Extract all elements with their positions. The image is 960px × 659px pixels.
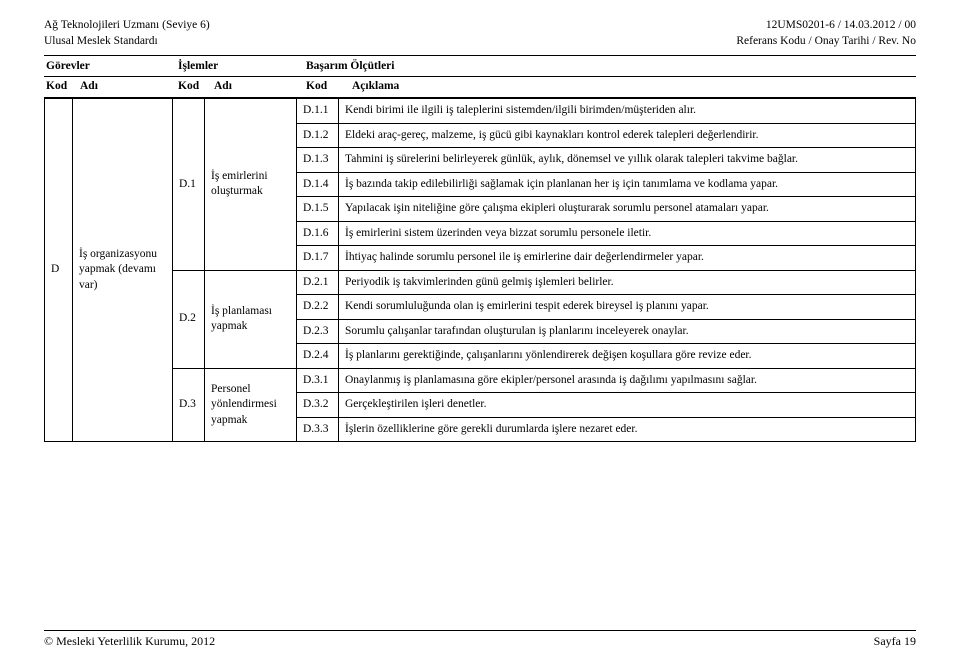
row-aciklama: Sorumlu çalışanlar tarafından oluşturula…	[339, 319, 916, 344]
col-basarim: Başarım Ölçütleri	[304, 56, 916, 77]
header-right: 12UMS0201-6 / 14.03.2012 / 00 Referans K…	[736, 18, 916, 49]
row-aciklama: İşlerin özelliklerine göre gerekli durum…	[339, 417, 916, 442]
footer-left: © Mesleki Yeterlilik Kurumu, 2012	[44, 634, 215, 649]
col-islemler: İşlemler	[176, 56, 304, 77]
table-row: D İş organizasyonu yapmak (devamı var) D…	[45, 99, 916, 124]
islem-kod: D.3	[173, 368, 205, 442]
row-aciklama: Kendi sorumluluğunda olan iş emirlerini …	[339, 295, 916, 320]
row-kod: D.2.4	[297, 344, 339, 369]
row-kod: D.3.1	[297, 368, 339, 393]
sub-aciklama: Açıklama	[350, 77, 916, 98]
sub-header: Kod Adı Kod Adı Kod Açıklama	[44, 77, 916, 98]
row-kod: D.3.3	[297, 417, 339, 442]
sub-kod-1: Kod	[44, 77, 78, 98]
header-left: Ağ Teknolojileri Uzmanı (Seviye 6) Ulusa…	[44, 18, 210, 49]
header-left-line2: Ulusal Meslek Standardı	[44, 35, 158, 47]
sub-kod-3: Kod	[304, 77, 350, 98]
row-aciklama: Tahmini iş sürelerini belirleyerek günlü…	[339, 148, 916, 173]
row-aciklama: İş bazında takip edilebilirliği sağlamak…	[339, 172, 916, 197]
row-kod: D.1.7	[297, 246, 339, 271]
islem-adi: Personel yönlendirmesi yapmak	[205, 368, 297, 442]
table-row: D.2 İş planlaması yapmak D.2.1 Periyodik…	[45, 270, 916, 295]
footer-right: Sayfa 19	[874, 634, 916, 649]
row-kod: D.2.3	[297, 319, 339, 344]
col-gorevler: Görevler	[44, 56, 176, 77]
islem-adi: İş emirlerini oluşturmak	[205, 99, 297, 271]
row-aciklama: Yapılacak işin niteliğine göre çalışma e…	[339, 197, 916, 222]
page: Ağ Teknolojileri Uzmanı (Seviye 6) Ulusa…	[0, 0, 960, 442]
section-header: Görevler İşlemler Başarım Ölçütleri	[44, 55, 916, 77]
row-kod: D.1.2	[297, 123, 339, 148]
sub-adi-1: Adı	[78, 77, 176, 98]
gorev-adi: İş organizasyonu yapmak (devamı var)	[73, 99, 173, 442]
row-aciklama: Onaylanmış iş planlamasına göre ekipler/…	[339, 368, 916, 393]
row-kod: D.1.1	[297, 99, 339, 124]
sub-adi-2: Adı	[212, 77, 304, 98]
row-kod: D.1.4	[297, 172, 339, 197]
row-aciklama: Periyodik iş takvimlerinden günü gelmiş …	[339, 270, 916, 295]
row-aciklama: İhtiyaç halinde sorumlu personel ile iş …	[339, 246, 916, 271]
page-footer: © Mesleki Yeterlilik Kurumu, 2012 Sayfa …	[44, 630, 916, 649]
header-right-line2: Referans Kodu / Onay Tarihi / Rev. No	[736, 35, 916, 47]
row-kod: D.1.5	[297, 197, 339, 222]
row-aciklama: İş emirlerini sistem üzerinden veya bizz…	[339, 221, 916, 246]
row-aciklama: Kendi birimi ile ilgili iş taleplerini s…	[339, 99, 916, 124]
header-left-line1: Ağ Teknolojileri Uzmanı (Seviye 6)	[44, 19, 210, 31]
row-aciklama: Eldeki araç-gereç, malzeme, iş gücü gibi…	[339, 123, 916, 148]
gorev-kod: D	[45, 99, 73, 442]
row-aciklama: Gerçekleştirilen işleri denetler.	[339, 393, 916, 418]
islem-kod: D.1	[173, 99, 205, 271]
row-kod: D.3.2	[297, 393, 339, 418]
row-kod: D.2.1	[297, 270, 339, 295]
table-row: D.3 Personel yönlendirmesi yapmak D.3.1 …	[45, 368, 916, 393]
sub-kod-2: Kod	[176, 77, 212, 98]
row-kod: D.1.3	[297, 148, 339, 173]
row-aciklama: İş planlarını gerektiğinde, çalışanların…	[339, 344, 916, 369]
row-kod: D.1.6	[297, 221, 339, 246]
criteria-table: D İş organizasyonu yapmak (devamı var) D…	[44, 98, 916, 442]
header-right-line1: 12UMS0201-6 / 14.03.2012 / 00	[766, 19, 916, 31]
islem-kod: D.2	[173, 270, 205, 368]
islem-adi: İş planlaması yapmak	[205, 270, 297, 368]
row-kod: D.2.2	[297, 295, 339, 320]
page-header: Ağ Teknolojileri Uzmanı (Seviye 6) Ulusa…	[44, 18, 916, 49]
